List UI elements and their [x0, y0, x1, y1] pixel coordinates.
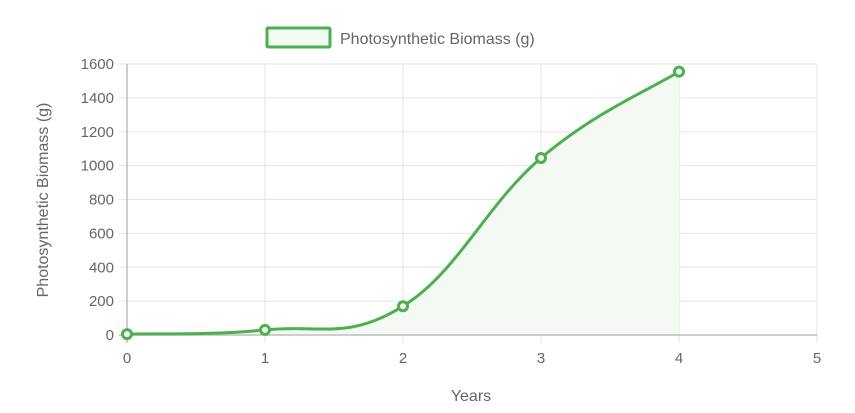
y-tick-label: 1000	[81, 158, 114, 175]
series-area-layer	[127, 71, 679, 335]
axes	[119, 64, 817, 343]
y-axis-title: Photosynthetic Biomass (g)	[35, 103, 52, 298]
y-tick-label: 1200	[81, 124, 114, 141]
y-tick-label: 800	[89, 192, 114, 209]
y-tick-label: 0	[106, 327, 114, 344]
tick-labels: 0 200 400 600 800 1000 1200 1400 1600 0 1 2 3 4 5	[81, 56, 822, 367]
x-tick-label: 5	[813, 350, 821, 367]
y-tick-label: 200	[89, 293, 114, 310]
data-point[interactable]	[121, 328, 133, 341]
data-point[interactable]	[673, 65, 685, 78]
series-points-layer	[121, 65, 685, 341]
y-tick-label: 1400	[81, 90, 114, 107]
x-tick-label: 0	[123, 350, 131, 367]
x-tick-label: 2	[399, 350, 407, 367]
x-tick-label: 3	[537, 350, 545, 367]
y-tick-label: 400	[89, 259, 114, 276]
x-axis-title: Years	[451, 388, 491, 405]
series-line-layer	[125, 70, 681, 336]
data-point[interactable]	[397, 300, 409, 313]
legend-label[interactable]: Photosynthetic Biomass (g)	[340, 31, 535, 48]
data-point[interactable]	[259, 323, 271, 336]
data-point[interactable]	[535, 152, 547, 165]
x-tick-label: 1	[261, 350, 269, 367]
legend[interactable]: Photosynthetic Biomass (g)	[265, 26, 535, 49]
series-line	[125, 70, 681, 336]
y-tick-label: 600	[89, 225, 114, 242]
y-tick-label: 1600	[81, 56, 114, 73]
series-area	[127, 71, 679, 335]
legend-swatch[interactable]	[265, 26, 332, 49]
x-tick-label: 4	[675, 350, 683, 367]
